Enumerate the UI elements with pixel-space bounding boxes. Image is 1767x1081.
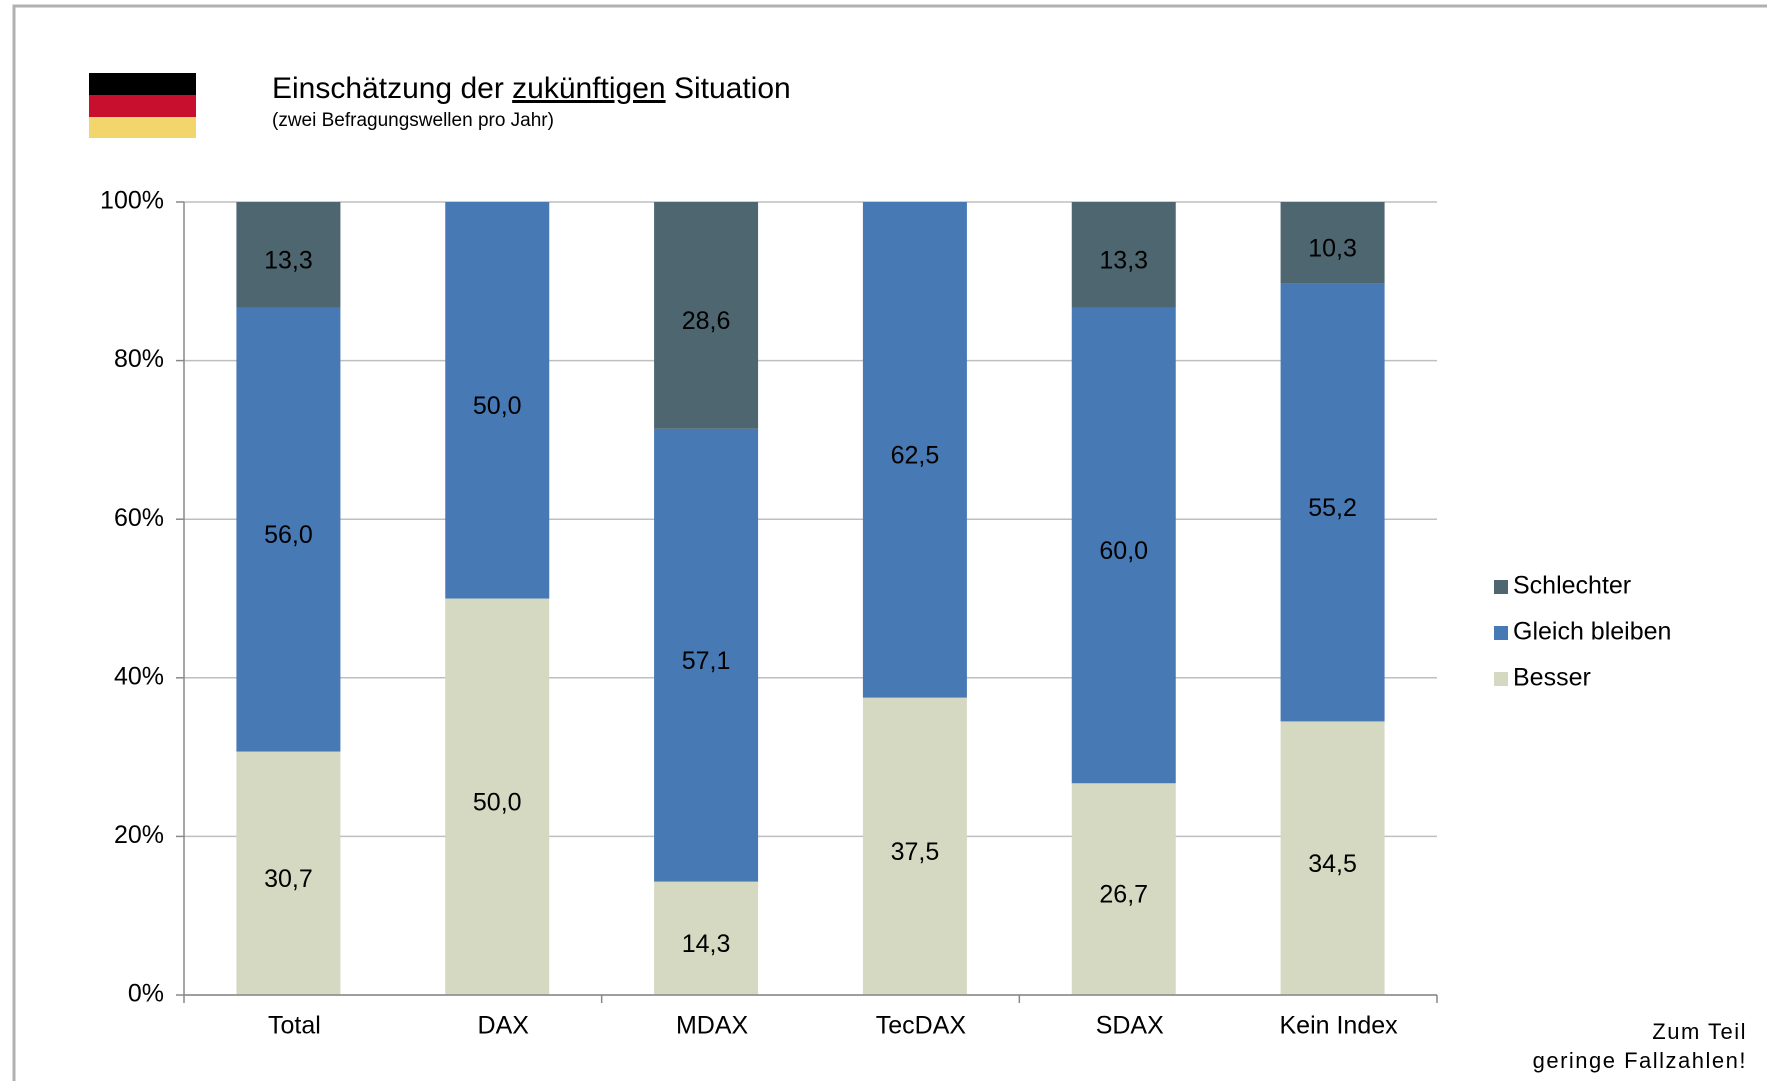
legend-label: Schlechter (1513, 572, 1631, 600)
bar-segment (654, 881, 759, 995)
data-label: 13,3 (264, 246, 313, 274)
data-label: 56,0 (264, 521, 313, 549)
x-tick-label: Kein Index (1280, 1012, 1399, 1040)
flag-stripe (89, 95, 196, 117)
bar-segment (445, 202, 550, 599)
bar-segment (445, 598, 550, 995)
data-label: 62,5 (891, 441, 940, 469)
flag-stripe (89, 73, 196, 95)
data-label: 13,3 (1099, 246, 1148, 274)
chart-subtitle: (zwei Befragungswellen pro Jahr) (272, 110, 554, 131)
title-part: Situation (666, 72, 791, 105)
bar-segment (1280, 283, 1385, 722)
y-tick-label: 80% (114, 345, 164, 373)
data-label: 50,0 (473, 392, 522, 420)
y-tick-label: 60% (114, 504, 164, 532)
y-tick-label: 40% (114, 662, 164, 690)
annotation: Zum Teil (1652, 1019, 1747, 1044)
title-part: zukünftigen (512, 72, 665, 105)
bar-segment (236, 307, 341, 752)
data-label: 28,6 (682, 307, 731, 335)
data-label: 37,5 (891, 838, 940, 866)
bar-segment (1071, 783, 1176, 995)
legend-label: Gleich bleiben (1513, 618, 1671, 646)
legend-swatch (1494, 672, 1508, 686)
data-label: 10,3 (1308, 234, 1357, 262)
x-tick-label: TecDAX (876, 1012, 967, 1040)
legend-swatch (1494, 580, 1508, 594)
data-label: 60,0 (1099, 537, 1148, 565)
bar-segment (1280, 202, 1385, 284)
x-tick-label: SDAX (1096, 1012, 1164, 1040)
y-tick-label: 20% (114, 821, 164, 849)
frame (12, 4, 1767, 1081)
bar-segment (654, 202, 759, 429)
legend-label: Besser (1513, 664, 1591, 692)
x-tick-label: Total (268, 1012, 321, 1040)
bar-segment (236, 202, 341, 308)
title-part: Einschätzung der (272, 72, 512, 105)
x-tick-label: DAX (478, 1012, 530, 1040)
bar-segment (862, 202, 967, 698)
data-label: 57,1 (682, 647, 731, 675)
flag-stripe (89, 117, 196, 138)
bar-segment (1280, 721, 1385, 995)
bar-segment (1071, 307, 1176, 784)
annotation: geringe Fallzahlen! (1533, 1048, 1747, 1073)
x-tick-label: MDAX (676, 1012, 749, 1040)
data-label: 50,0 (473, 788, 522, 816)
flag (89, 73, 196, 138)
data-label: 26,7 (1099, 881, 1148, 909)
bar-segment (236, 751, 341, 995)
bar-segment (862, 697, 967, 995)
bar-segment (654, 428, 759, 882)
data-label: 14,3 (682, 930, 731, 958)
y-tick-label: 100% (100, 187, 164, 215)
chart-title: Einschätzung der zukünftigen Situation (272, 72, 791, 105)
data-label: 55,2 (1308, 494, 1357, 522)
data-label: 30,7 (264, 865, 313, 893)
data-label: 34,5 (1308, 850, 1357, 878)
legend-swatch (1494, 626, 1508, 640)
bar-segment (1071, 202, 1176, 308)
y-tick-label: 0% (128, 980, 164, 1008)
